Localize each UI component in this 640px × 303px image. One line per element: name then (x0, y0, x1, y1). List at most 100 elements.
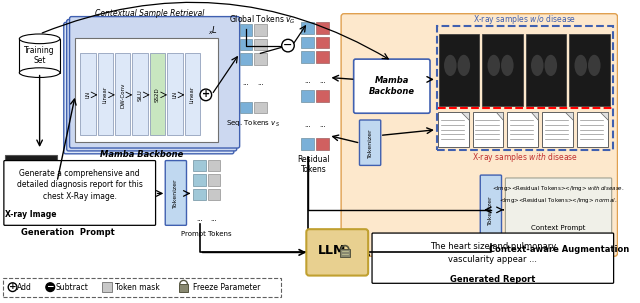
Ellipse shape (444, 55, 456, 76)
Text: Linear: Linear (103, 86, 108, 103)
Bar (301, 22, 314, 34)
Ellipse shape (531, 55, 543, 76)
Text: Tokenizer: Tokenizer (173, 178, 179, 208)
Text: Mamba Backbone: Mamba Backbone (100, 150, 184, 159)
Bar (301, 37, 314, 48)
Text: ...: ... (319, 78, 326, 84)
FancyBboxPatch shape (307, 229, 368, 275)
Bar (167, 53, 182, 135)
Bar (438, 34, 479, 106)
Bar (150, 53, 165, 135)
FancyBboxPatch shape (4, 161, 156, 225)
FancyBboxPatch shape (165, 161, 186, 225)
FancyBboxPatch shape (354, 59, 430, 113)
Text: Mamba
Backbone: Mamba Backbone (369, 76, 415, 96)
Text: DW-Conv: DW-Conv (120, 82, 125, 108)
Text: +: + (9, 282, 17, 291)
Text: $_xL$: $_xL$ (207, 25, 218, 37)
Bar (193, 160, 206, 171)
Text: Generation  Prompt: Generation Prompt (20, 228, 115, 237)
Text: SS2D: SS2D (155, 88, 160, 102)
Bar (254, 24, 267, 36)
Bar (301, 90, 314, 102)
Text: LN: LN (172, 91, 177, 98)
FancyBboxPatch shape (67, 19, 237, 151)
Bar (184, 53, 200, 135)
Bar (193, 188, 206, 200)
Polygon shape (565, 112, 573, 120)
Bar (525, 34, 566, 106)
Bar (316, 90, 328, 102)
Text: Context Prompt: Context Prompt (531, 225, 586, 231)
Bar (26, 160, 30, 203)
Ellipse shape (501, 55, 513, 76)
Bar (115, 53, 131, 135)
Text: ...: ... (257, 80, 264, 86)
Text: Subtract: Subtract (55, 283, 88, 292)
Ellipse shape (588, 55, 600, 76)
FancyBboxPatch shape (360, 120, 381, 165)
Bar (208, 174, 220, 186)
Bar (193, 174, 206, 186)
Bar (569, 34, 610, 106)
Polygon shape (461, 112, 468, 120)
Bar (179, 284, 188, 292)
Bar (80, 53, 95, 135)
Polygon shape (496, 112, 504, 120)
Text: ...: ... (196, 215, 203, 221)
Bar (340, 249, 350, 257)
Ellipse shape (575, 55, 587, 76)
Bar (482, 34, 523, 106)
Bar (254, 53, 267, 65)
Bar (316, 22, 328, 34)
Bar (438, 112, 468, 147)
Bar (102, 282, 112, 292)
Text: ...: ... (243, 80, 250, 86)
Text: Residual
Tokens: Residual Tokens (298, 155, 330, 174)
Text: X-ray samples $w/o$ disease: X-ray samples $w/o$ disease (473, 13, 577, 26)
Bar (239, 53, 252, 65)
FancyBboxPatch shape (70, 17, 239, 148)
Bar (5, 155, 57, 208)
Text: The heart size and pulmonary: The heart size and pulmonary (429, 242, 556, 251)
Text: <Img><Residual Tokens></Img> $with\,disease.$: <Img><Residual Tokens></Img> $with\,dise… (492, 184, 625, 193)
Bar (436, 26, 612, 150)
Text: Token mask: Token mask (115, 283, 160, 292)
Ellipse shape (27, 172, 38, 191)
Text: Freeze Parameter: Freeze Parameter (193, 283, 260, 292)
Polygon shape (531, 112, 538, 120)
FancyBboxPatch shape (480, 175, 502, 245)
Text: LN: LN (85, 91, 90, 98)
FancyBboxPatch shape (64, 22, 234, 154)
Bar (542, 112, 573, 147)
Circle shape (200, 89, 212, 101)
Text: vascularity appear ...: vascularity appear ... (449, 255, 538, 264)
Text: ...: ... (211, 215, 218, 221)
Text: SiLU: SiLU (138, 89, 143, 101)
Bar (239, 39, 252, 50)
Bar (239, 102, 252, 113)
Text: ...: ... (305, 78, 311, 84)
Ellipse shape (545, 55, 557, 76)
Circle shape (282, 39, 294, 52)
Text: Linear: Linear (190, 86, 195, 103)
Text: ...: ... (305, 122, 311, 128)
Bar (508, 112, 538, 147)
Bar (472, 112, 504, 147)
Bar (3, 278, 281, 297)
Text: chest X-Ray image.: chest X-Ray image. (43, 192, 116, 201)
Text: ...: ... (319, 122, 326, 128)
Text: −: − (47, 282, 54, 291)
Text: Seq. Tokens $v_S$: Seq. Tokens $v_S$ (226, 119, 280, 129)
Ellipse shape (488, 55, 500, 76)
Bar (97, 53, 113, 135)
Bar (316, 37, 328, 48)
Text: Contextual Sample Retrieval: Contextual Sample Retrieval (95, 9, 204, 18)
Text: Tokenizer: Tokenizer (488, 195, 493, 225)
Text: Add: Add (17, 283, 32, 292)
FancyBboxPatch shape (372, 233, 614, 283)
Bar (208, 160, 220, 171)
Text: LLM: LLM (318, 244, 347, 257)
Text: −: − (284, 40, 292, 50)
Polygon shape (600, 112, 608, 120)
